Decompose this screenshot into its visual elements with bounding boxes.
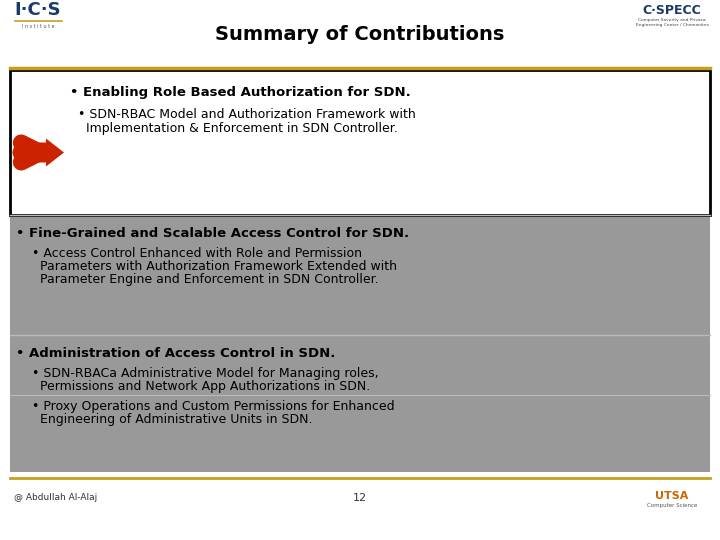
Text: Engineering of Administrative Units in SDN.: Engineering of Administrative Units in S… [24, 413, 312, 426]
Text: • SDN-RBACa Administrative Model for Managing roles,: • SDN-RBACa Administrative Model for Man… [24, 367, 379, 380]
Text: Computer Science: Computer Science [647, 503, 697, 509]
Text: Permissions and Network App Authorizations in SDN.: Permissions and Network App Authorizatio… [24, 380, 370, 393]
Text: • Access Control Enhanced with Role and Permission: • Access Control Enhanced with Role and … [24, 247, 362, 260]
Text: @ Abdullah Al-Alaj: @ Abdullah Al-Alaj [14, 494, 97, 503]
Text: C·SPECC: C·SPECC [643, 4, 701, 17]
Text: Implementation & Enforcement in SDN Controller.: Implementation & Enforcement in SDN Cont… [70, 122, 397, 135]
Bar [0, 0, 720, 68]
Text: • Proxy Operations and Custom Permissions for Enhanced: • Proxy Operations and Custom Permission… [24, 400, 395, 413]
Bar [10, 70, 710, 215]
Text: • Fine-Grained and Scalable Access Control for SDN.: • Fine-Grained and Scalable Access Contr… [16, 227, 409, 240]
Polygon shape [14, 138, 64, 166]
Text: Parameters with Authorization Framework Extended with: Parameters with Authorization Framework … [24, 260, 397, 273]
Text: • SDN-RBAC Model and Authorization Framework with: • SDN-RBAC Model and Authorization Frame… [70, 108, 415, 121]
Text: Engineering Center / Chemonites: Engineering Center / Chemonites [636, 23, 708, 27]
Text: • Administration of Access Control in SDN.: • Administration of Access Control in SD… [16, 347, 336, 360]
Text: I·C·S: I·C·S [14, 1, 61, 19]
Text: Summary of Contributions: Summary of Contributions [215, 24, 505, 44]
Bar [10, 70, 710, 472]
Text: UTSA: UTSA [655, 491, 689, 501]
Text: Computar Savurity and Privaca: Computar Savurity and Privaca [638, 18, 706, 22]
Text: Parameter Engine and Enforcement in SDN Controller.: Parameter Engine and Enforcement in SDN … [24, 273, 379, 286]
Text: • Enabling Role Based Authorization for SDN.: • Enabling Role Based Authorization for … [70, 86, 410, 99]
Text: 12: 12 [353, 493, 367, 503]
Text: I n s t i t u t e: I n s t i t u t e [22, 24, 54, 29]
